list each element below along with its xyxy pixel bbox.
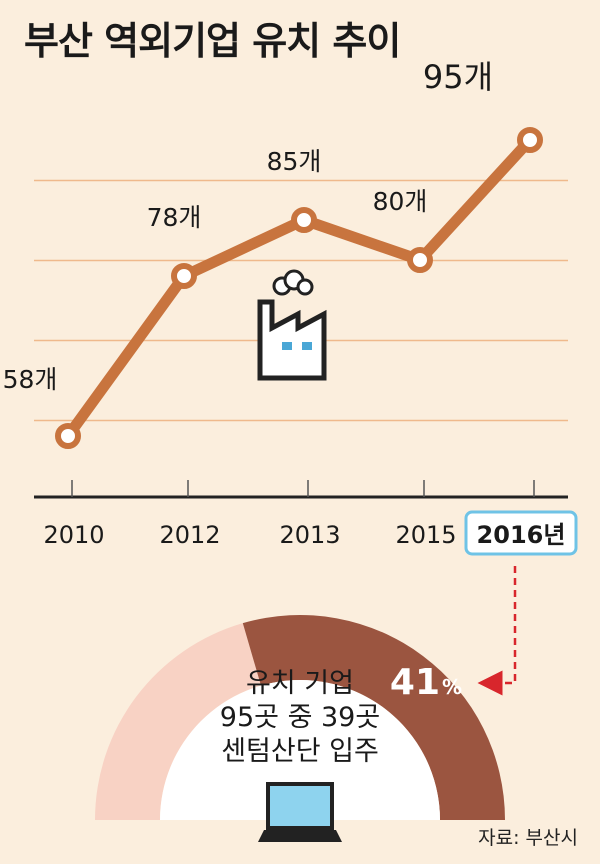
x-axis-labels: 2010 2012 2013 2015 2016년 (43, 510, 578, 556)
factory-icon (257, 269, 327, 381)
data-point (407, 247, 433, 273)
value-label: 78개 (147, 203, 202, 232)
gauge-center (160, 680, 440, 820)
data-point (55, 423, 81, 449)
gauge-percent-number: 41 (390, 662, 440, 703)
gauge-line-1: 유치 기업 (246, 668, 354, 699)
gauge-filled-segment (242, 615, 505, 820)
value-label: 95개 (423, 58, 493, 96)
gauge-percent-sign: % (442, 675, 462, 699)
x-tick-label: 2016년 (477, 521, 566, 549)
data-point (171, 263, 197, 289)
gauge-rest-segment (95, 623, 261, 820)
data-point (517, 127, 543, 153)
x-tick-label: 2015 (395, 521, 456, 549)
percent-gauge (95, 615, 505, 820)
value-label: 58개 (3, 365, 58, 394)
highlight-year-box (464, 510, 578, 556)
connector-arrow (477, 566, 517, 696)
laptop-icon (258, 782, 342, 842)
x-tick-label: 2013 (279, 521, 340, 549)
source-note: 자료: 부산시 (478, 827, 578, 849)
x-tick-label: 2012 (159, 521, 220, 549)
data-point (291, 207, 317, 233)
value-label: 80개 (373, 187, 428, 216)
page-title: 부산 역외기업 유치 추이 (24, 19, 401, 63)
value-label: 85개 (267, 147, 322, 176)
gridlines (34, 179, 568, 422)
gauge-line-3: 센텀산단 입주 (221, 736, 379, 767)
value-labels: 58개 78개 85개 80개 95개 (3, 58, 493, 394)
data-points (55, 127, 543, 449)
x-tick-label: 2010 (43, 521, 104, 549)
gauge-line-2: 95곳 중 39곳 (220, 702, 380, 733)
x-axis-ticks (71, 480, 535, 497)
